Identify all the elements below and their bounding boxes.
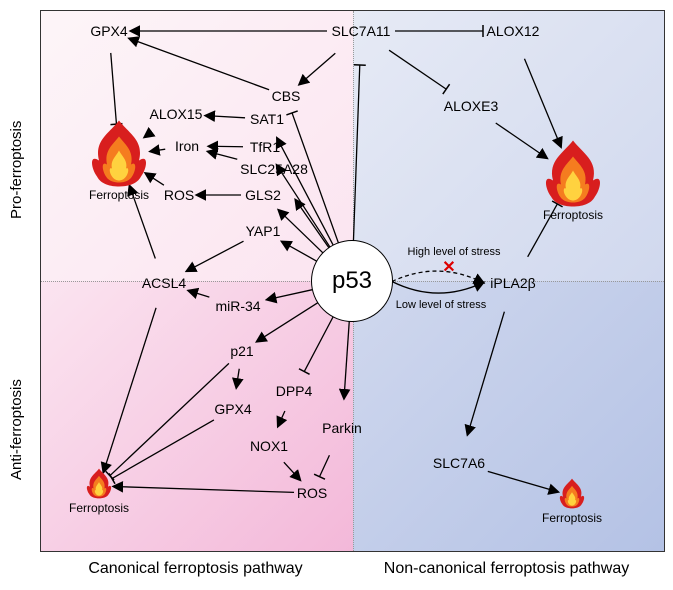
node-DPP4: DPP4: [276, 383, 313, 399]
node-ACSL4: ACSL4: [142, 275, 186, 291]
diagram-root: GPX4 SLC7A11 ALOX12 CBS ALOXE3 ALOX15 SAT1 Iron…: [0, 0, 673, 590]
fire-label: Ferroptosis: [89, 188, 149, 202]
fire-icon: [86, 468, 113, 505]
node-p53: p53: [311, 240, 393, 322]
node-iPLA2b: iPLA2β: [490, 275, 535, 291]
node-GPX4b: GPX4: [214, 401, 251, 417]
fire-label: Ferroptosis: [542, 511, 602, 525]
node-miR34: miR-34: [215, 298, 260, 314]
fire-icon: [543, 139, 603, 214]
axis-label-pro: Pro-ferroptosis: [8, 100, 25, 240]
node-ALOX15: ALOX15: [150, 106, 203, 122]
node-CBS: CBS: [272, 88, 301, 104]
fire-icon: [89, 119, 149, 194]
fire-icon: [559, 478, 586, 515]
quadrant-pro-noncanonical: [353, 11, 665, 281]
node-p21: p21: [230, 343, 253, 359]
plot-area: GPX4 SLC7A11 ALOX12 CBS ALOXE3 ALOX15 SAT1 Iron…: [40, 10, 665, 552]
node-SLC7A11: SLC7A11: [332, 23, 391, 39]
axis-label-canonical: Canonical ferroptosis pathway: [40, 560, 351, 578]
fire-label: Ferroptosis: [69, 501, 129, 515]
node-SLC7A6: SLC7A6: [433, 455, 485, 471]
node-NOX1: NOX1: [250, 438, 288, 454]
node-ALOX12: ALOX12: [487, 23, 540, 39]
node-SLC25A28: SLC25A28: [240, 161, 308, 177]
node-Parkin: Parkin: [322, 420, 362, 436]
edge-label-low: Low level of stress: [396, 299, 486, 311]
node-YAP1: YAP1: [246, 223, 281, 239]
node-ALOXE3: ALOXE3: [444, 98, 498, 114]
node-TfR1: TfR1: [250, 139, 280, 155]
node-Iron: Iron: [175, 138, 199, 154]
node-ROS1: ROS: [164, 187, 194, 203]
axis-label-noncanonical: Non-canonical ferroptosis pathway: [351, 560, 662, 578]
axis-label-anti: Anti-ferroptosis: [8, 360, 25, 500]
node-GLS2: GLS2: [245, 187, 281, 203]
node-ROS2: ROS: [297, 485, 327, 501]
x-mark-icon: ✕: [442, 257, 455, 277]
fire-label: Ferroptosis: [543, 208, 603, 222]
node-SAT1: SAT1: [250, 111, 284, 127]
quadrant-anti-noncanonical: [353, 281, 665, 551]
node-GPX4a: GPX4: [90, 23, 127, 39]
